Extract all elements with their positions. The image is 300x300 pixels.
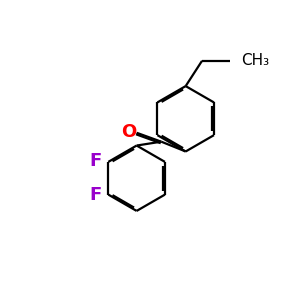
Text: O: O xyxy=(121,123,136,141)
Text: CH₃: CH₃ xyxy=(242,53,270,68)
Text: F: F xyxy=(90,152,102,170)
Text: F: F xyxy=(90,186,102,204)
